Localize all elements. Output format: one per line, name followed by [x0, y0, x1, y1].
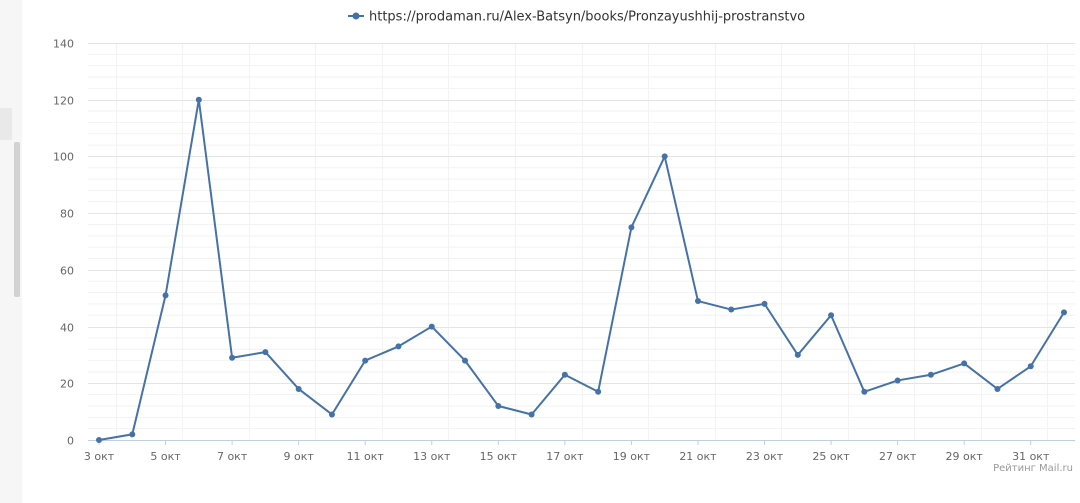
- y-axis-labels: 0 20 40 60 80 100 120 140: [53, 38, 74, 448]
- side-tab[interactable]: [0, 108, 12, 140]
- x-tick-label: 23 окт: [746, 450, 784, 463]
- x-tick-label: 13 окт: [413, 450, 451, 463]
- y-tick-label: 60: [60, 265, 74, 278]
- x-tick-label: 25 окт: [812, 450, 850, 463]
- x-tick-label: 11 окт: [347, 450, 385, 463]
- data-point[interactable]: [894, 377, 901, 384]
- data-point[interactable]: [661, 153, 668, 160]
- data-point[interactable]: [761, 300, 768, 307]
- y-tick-label: 20: [60, 378, 74, 391]
- x-tick-label: 9 окт: [284, 450, 315, 463]
- y-tick-label: 100: [53, 151, 74, 164]
- series-group[interactable]: [96, 96, 1067, 443]
- x-axis-labels: 3 окт 5 окт 7 окт 9 окт 11 окт 13 окт 15 окт 17…: [84, 440, 1050, 463]
- x-tick-label: 31 окт: [1012, 450, 1050, 463]
- legend-series-label[interactable]: https://prodaman.ru/Alex-Batsyn/books/Pr…: [369, 10, 805, 25]
- y-tick-label: 140: [53, 38, 74, 51]
- data-point[interactable]: [528, 411, 535, 418]
- data-point[interactable]: [295, 385, 302, 392]
- data-point[interactable]: [994, 385, 1001, 392]
- data-point[interactable]: [428, 323, 435, 330]
- data-point[interactable]: [462, 357, 469, 364]
- y-tick-label: 80: [60, 208, 74, 221]
- data-point[interactable]: [794, 351, 801, 358]
- data-point[interactable]: [362, 357, 369, 364]
- data-point[interactable]: [162, 292, 169, 299]
- chart-credit[interactable]: Рейтинг Mail.ru: [993, 463, 1073, 474]
- data-point[interactable]: [861, 388, 868, 395]
- data-point[interactable]: [1061, 309, 1067, 316]
- data-point[interactable]: [694, 298, 701, 305]
- data-point[interactable]: [495, 402, 502, 409]
- x-tick-label: 7 окт: [217, 450, 248, 463]
- data-point[interactable]: [96, 437, 102, 443]
- data-point[interactable]: [229, 354, 236, 361]
- data-point[interactable]: [395, 343, 402, 350]
- data-point[interactable]: [961, 360, 968, 367]
- x-tick-label: 21 окт: [679, 450, 717, 463]
- minor-gridlines: [88, 43, 1075, 440]
- x-tick-label: 27 окт: [879, 450, 917, 463]
- major-gridlines: [88, 43, 1075, 441]
- scrollbar-thumb[interactable]: [14, 142, 20, 297]
- y-tick-label: 0: [67, 435, 74, 448]
- x-tick-label: 3 окт: [84, 450, 115, 463]
- data-point[interactable]: [1027, 363, 1034, 370]
- x-tick-label: 5 окт: [150, 450, 181, 463]
- data-point[interactable]: [828, 312, 835, 319]
- data-point[interactable]: [328, 411, 335, 418]
- legend[interactable]: https://prodaman.ru/Alex-Batsyn/books/Pr…: [348, 10, 805, 25]
- x-tick-label: 19 окт: [613, 450, 651, 463]
- data-point[interactable]: [728, 306, 735, 313]
- data-point[interactable]: [595, 388, 602, 395]
- series-line: [98, 98, 1065, 441]
- y-tick-label: 40: [60, 322, 74, 335]
- data-point[interactable]: [195, 96, 202, 103]
- y-tick-label: 120: [53, 95, 74, 108]
- data-point[interactable]: [927, 371, 934, 378]
- data-point[interactable]: [561, 371, 568, 378]
- x-tick-label: 17 окт: [546, 450, 584, 463]
- x-tick-label: 29 окт: [946, 450, 984, 463]
- legend-point-marker: [352, 12, 360, 20]
- data-point[interactable]: [262, 349, 269, 356]
- data-point[interactable]: [628, 224, 635, 231]
- x-tick-label: 15 окт: [480, 450, 518, 463]
- data-point[interactable]: [129, 431, 136, 438]
